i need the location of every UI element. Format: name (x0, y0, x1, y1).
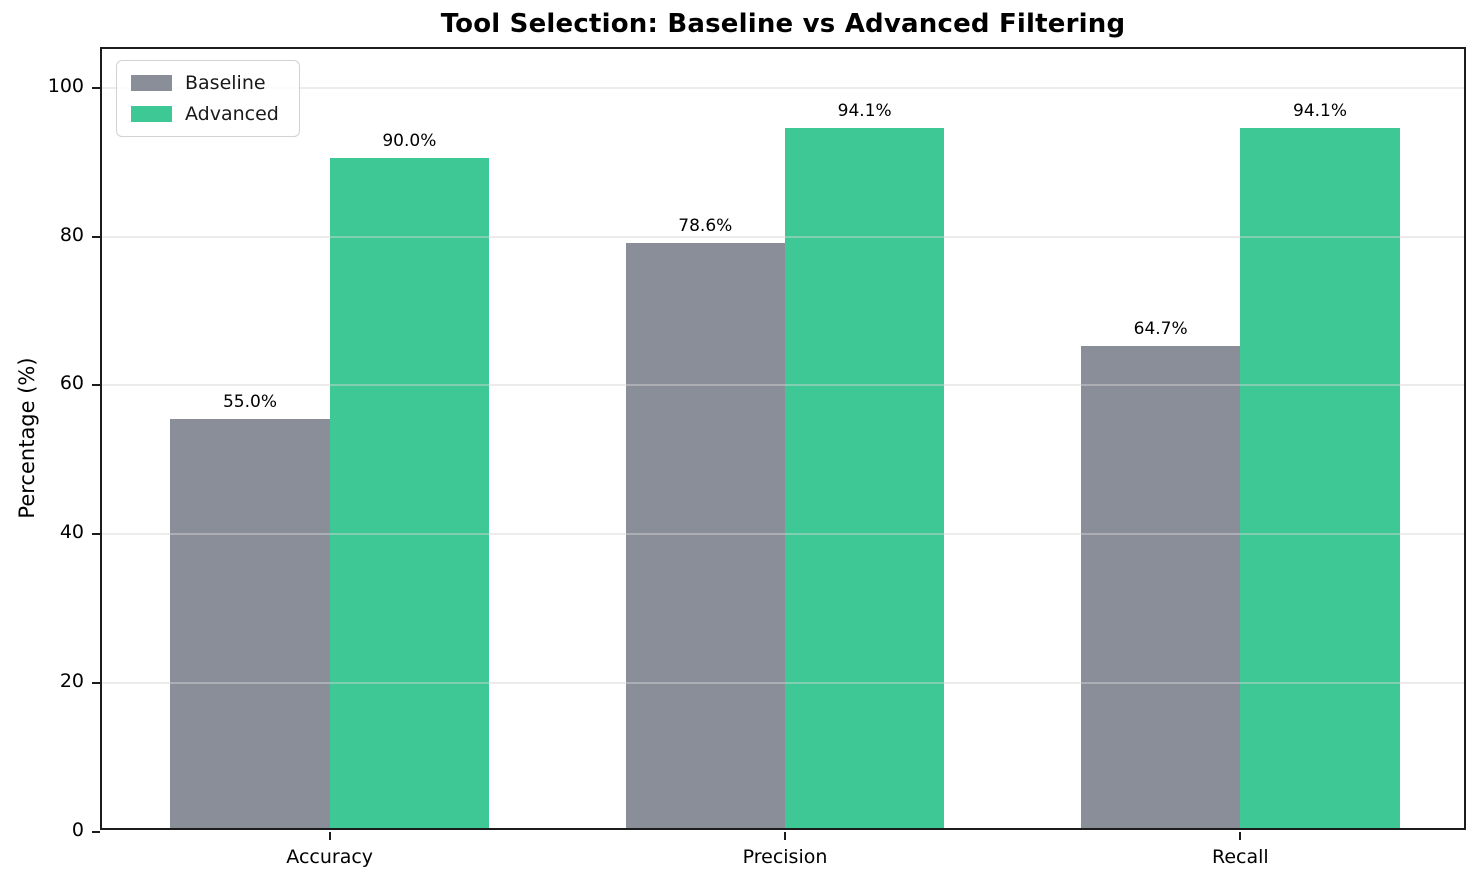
y-tick-label: 40 (59, 521, 84, 544)
y-tick-label: 80 (59, 223, 84, 246)
legend-item-advanced: Advanced (131, 103, 285, 125)
bar-value-label: 94.1% (1293, 100, 1348, 121)
legend-swatch-baseline (131, 75, 172, 91)
x-tick-label: Precision (742, 846, 828, 868)
y-tick-mark (92, 533, 100, 536)
bar-baseline-recall (1080, 346, 1241, 828)
legend-item-label: Baseline (185, 72, 266, 94)
legend-item-label: Advanced (185, 103, 279, 125)
x-tick-mark (1239, 832, 1242, 840)
y-tick-mark (92, 235, 100, 238)
legend-swatch-advanced (131, 106, 172, 122)
y-tick-mark (92, 682, 100, 685)
bar-advanced-recall (1240, 127, 1400, 828)
x-tick-label: Recall (1211, 846, 1269, 868)
bar-baseline-precision (625, 242, 785, 828)
plot-area: 0 20 40 60 80 100 Accuracy 55.0% 90.0% Precision 7… (48, 47, 1466, 868)
legend-item-baseline: Baseline (131, 72, 285, 94)
bar-advanced-precision (785, 127, 945, 828)
y-tick-label: 0 (71, 819, 84, 841)
y-tick-mark (92, 384, 100, 387)
x-tick-label: Accuracy (286, 846, 374, 868)
y-tick-label: 60 (59, 372, 84, 395)
bar-value-label: 64.7% (1133, 319, 1188, 340)
legend: Baseline Advanced (116, 60, 300, 137)
x-tick-mark (328, 832, 331, 840)
bar-value-label: 55.0% (222, 391, 277, 412)
y-tick-mark (92, 86, 100, 89)
x-tick-mark (784, 832, 786, 840)
bar-value-label: 78.6% (678, 215, 733, 236)
chart-title: Tool Selection: Baseline vs Advanced Fil… (440, 9, 1126, 39)
bar-advanced-accuracy (329, 158, 490, 828)
gridline (102, 86, 1464, 89)
y-tick-label: 100 (47, 74, 84, 97)
y-tick-mark (92, 831, 100, 833)
bar-baseline-accuracy (170, 418, 330, 828)
bar-value-label: 90.0% (382, 131, 437, 152)
bar-value-label: 94.1% (837, 100, 892, 121)
y-tick-label: 20 (59, 670, 84, 693)
